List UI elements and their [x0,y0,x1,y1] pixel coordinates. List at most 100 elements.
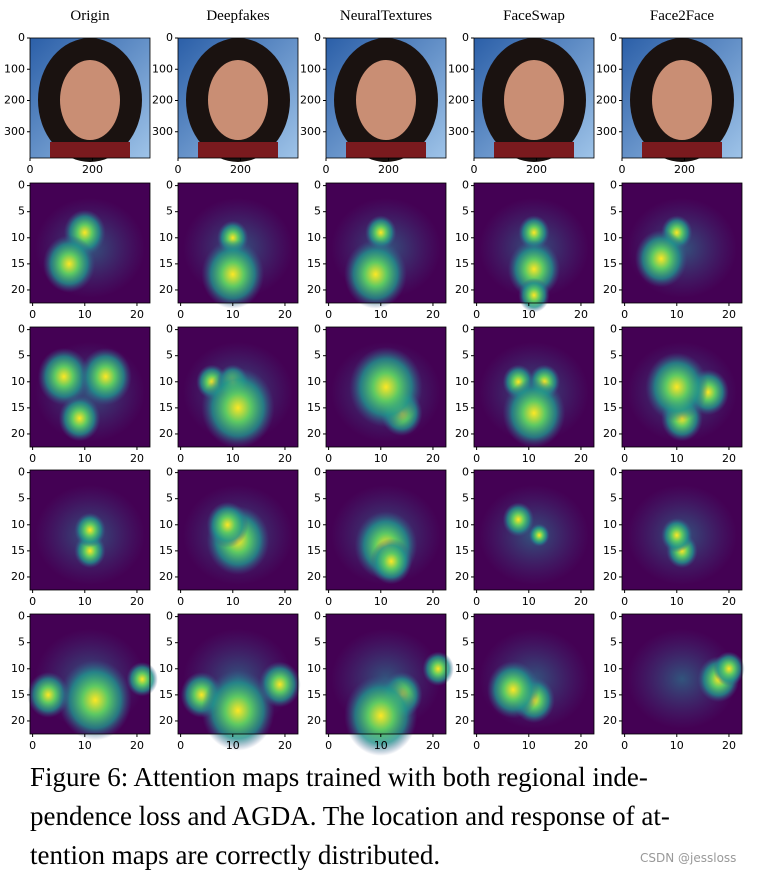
y-tick-label: 5 [314,492,321,505]
axes-frame [621,469,743,591]
x-tick-label: 10 [226,308,240,321]
map-blob [74,512,106,548]
y-tick-label: 0 [462,31,469,44]
y-tick-label: 0 [462,323,469,336]
y-tick-label: 300 [448,125,469,138]
y-tick-label: 20 [11,427,25,440]
map-blob [43,235,96,293]
axes-frame [177,37,299,159]
axes-frame [473,37,595,159]
attention-map [178,327,298,449]
x-tick-label: 0 [325,308,332,321]
map-blob [518,215,550,250]
y-tick-label: 5 [18,205,25,218]
x-tick-label: 0 [325,452,332,465]
attention-map [622,614,745,734]
y-tick-label: 15 [11,401,25,414]
face-image [622,38,742,162]
y-tick-label: 20 [11,283,25,296]
x-tick-label: 20 [722,739,736,752]
axes-frame [177,326,299,448]
x-tick-label: 0 [177,308,184,321]
face [652,60,712,140]
y-tick-label: 5 [166,492,173,505]
axes-frame [177,469,299,591]
x-tick-label: 20 [574,452,588,465]
column-title: Face2Face [650,8,714,24]
y-tick-label: 0 [18,31,25,44]
y-tick-label: 20 [455,570,469,583]
axes-frame [29,182,151,304]
y-tick-label: 10 [159,518,173,531]
y-tick-label: 10 [307,662,321,675]
y-tick-label: 20 [159,714,173,727]
x-tick-label: 20 [426,308,440,321]
y-tick-label: 10 [307,518,321,531]
x-tick-label: 10 [374,308,388,321]
y-tick-label: 10 [159,375,173,388]
y-tick-label: 0 [18,466,25,479]
map-blob [713,651,745,686]
x-tick-label: 10 [522,595,536,608]
attention-map [30,327,150,447]
y-tick-label: 300 [300,125,321,138]
map-blob [528,523,550,547]
y-tick-label: 200 [152,94,173,107]
y-tick-label: 20 [159,570,173,583]
x-tick-label: 10 [374,595,388,608]
attention-map [622,327,742,447]
face-image [30,38,150,162]
attention-map [474,470,594,590]
y-tick-label: 5 [166,349,173,362]
x-tick-label: 20 [722,308,736,321]
x-tick-label: 0 [325,739,332,752]
y-tick-label: 0 [166,323,173,336]
attention-map [326,327,446,447]
axes-frame [621,326,743,448]
attention-map [27,614,158,741]
x-tick-label: 0 [471,163,478,176]
y-tick-label: 10 [603,231,617,244]
y-tick-label: 10 [11,662,25,675]
x-tick-label: 20 [574,595,588,608]
y-tick-label: 20 [11,714,25,727]
y-tick-label: 15 [603,688,617,701]
x-tick-label: 20 [130,452,144,465]
y-tick-label: 0 [18,610,25,623]
y-tick-label: 20 [307,283,321,296]
y-tick-label: 10 [603,518,617,531]
y-tick-label: 300 [596,125,617,138]
clothes [198,142,278,158]
y-tick-label: 0 [18,323,25,336]
y-tick-label: 10 [307,375,321,388]
x-tick-label: 10 [522,452,536,465]
clothes [642,142,722,158]
axes-frame [473,182,595,304]
face [208,60,268,140]
x-tick-label: 0 [621,452,628,465]
x-tick-label: 20 [426,739,440,752]
y-tick-label: 200 [4,94,25,107]
axes-frame [325,326,447,448]
map-blob [349,346,423,428]
map-blob [344,239,407,309]
axes-frame [29,613,151,735]
y-tick-label: 300 [4,125,25,138]
map-blob [27,671,70,718]
map-blob [201,367,275,449]
attention-map [622,470,742,590]
y-tick-label: 20 [603,714,617,727]
x-tick-label: 20 [278,308,292,321]
x-tick-label: 200 [674,163,695,176]
x-tick-label: 200 [82,163,103,176]
map-blob [370,538,413,585]
y-tick-label: 0 [18,179,25,192]
map-blob [201,239,265,309]
y-tick-label: 20 [307,427,321,440]
x-tick-label: 0 [29,308,36,321]
column-title: FaceSwap [503,8,565,24]
y-tick-label: 5 [610,349,617,362]
face [504,60,564,140]
x-tick-label: 10 [226,739,240,752]
y-tick-label: 0 [610,179,617,192]
